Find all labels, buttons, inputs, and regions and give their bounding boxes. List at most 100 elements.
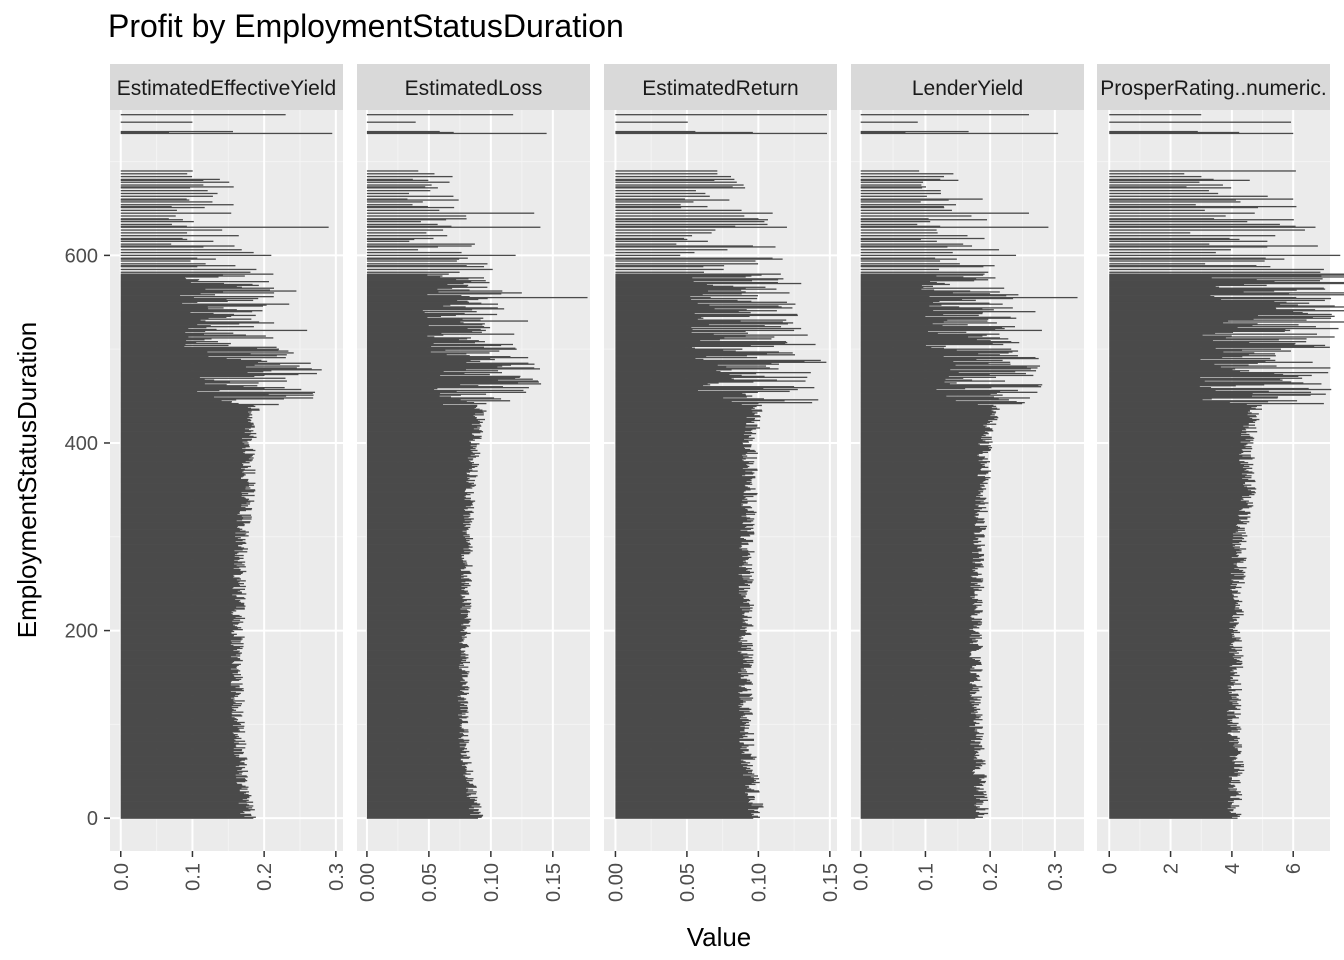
bar <box>1109 303 1281 305</box>
bar <box>120 668 231 670</box>
bar <box>1109 519 1240 521</box>
bar <box>120 405 256 408</box>
bar <box>1109 280 1275 283</box>
bar <box>120 775 247 777</box>
bar <box>1109 659 1237 661</box>
bar <box>615 788 752 790</box>
bar <box>1109 414 1248 416</box>
bar <box>1109 265 1257 267</box>
bar <box>860 454 978 456</box>
bar <box>860 599 983 602</box>
bar <box>860 257 936 259</box>
bar <box>615 321 783 323</box>
bar <box>615 457 758 459</box>
bar <box>615 593 747 595</box>
bar <box>615 580 748 582</box>
bar <box>615 401 813 404</box>
bar <box>366 403 444 406</box>
bar <box>120 304 267 306</box>
bar <box>120 593 247 595</box>
bar <box>615 696 740 698</box>
bar <box>1109 459 1240 461</box>
bar <box>1109 380 1205 382</box>
bar <box>615 459 743 461</box>
bar <box>615 611 750 613</box>
bar <box>120 488 246 490</box>
bar <box>1109 672 1238 674</box>
bar <box>366 790 468 792</box>
bar <box>860 811 980 814</box>
bar <box>366 568 465 570</box>
bar <box>120 409 260 411</box>
bar <box>615 470 746 472</box>
bar <box>120 322 275 324</box>
bar <box>860 311 1036 313</box>
bar <box>860 372 1026 375</box>
bar <box>1109 626 1234 628</box>
bar <box>1109 456 1252 458</box>
bar <box>366 685 462 687</box>
bar <box>615 277 693 279</box>
bar <box>615 814 752 817</box>
bar <box>1109 551 1237 553</box>
x-axis-title: Value <box>687 922 752 952</box>
bar <box>366 620 471 622</box>
bar <box>615 545 743 547</box>
bar <box>860 740 975 742</box>
bar <box>860 680 974 682</box>
bar <box>366 618 472 620</box>
bar <box>615 754 751 756</box>
bar <box>366 694 461 696</box>
bar <box>366 383 542 385</box>
bar <box>366 799 477 801</box>
bar <box>120 637 242 639</box>
bar <box>615 684 745 686</box>
bar <box>366 454 471 456</box>
bar <box>860 562 976 564</box>
bar <box>615 497 745 499</box>
bar <box>120 310 263 312</box>
bar <box>860 430 994 432</box>
bar <box>120 530 246 532</box>
bar <box>120 742 239 744</box>
bar <box>366 751 467 754</box>
bar <box>615 186 733 188</box>
bar <box>615 624 752 626</box>
bar <box>860 692 976 695</box>
bar <box>120 598 246 600</box>
bar <box>366 334 444 336</box>
bar <box>860 605 977 607</box>
bar <box>860 580 984 582</box>
bar <box>366 718 460 720</box>
bar <box>1109 378 1281 380</box>
bar <box>860 777 985 779</box>
bar <box>860 309 994 311</box>
bar <box>615 391 758 393</box>
bar <box>120 765 236 768</box>
bar <box>366 495 465 498</box>
bar <box>366 597 464 599</box>
bar <box>860 322 997 324</box>
bar <box>860 564 983 566</box>
bar <box>366 219 447 221</box>
bar <box>366 305 444 307</box>
bar <box>860 815 979 817</box>
bar <box>860 657 981 659</box>
bar <box>120 785 246 787</box>
bar <box>860 774 985 776</box>
bar <box>1109 651 1230 653</box>
bar <box>615 184 744 186</box>
bar <box>120 363 281 365</box>
bar <box>120 424 252 426</box>
bar <box>1109 669 1233 671</box>
bar <box>120 433 251 436</box>
bar <box>366 768 467 771</box>
bar <box>366 368 540 370</box>
bar <box>366 295 462 297</box>
bar <box>1109 309 1316 311</box>
bar <box>615 709 740 711</box>
x-tick-label: 2 <box>1161 863 1183 874</box>
bar <box>860 391 1038 393</box>
bar <box>366 479 475 482</box>
bar <box>615 205 708 208</box>
